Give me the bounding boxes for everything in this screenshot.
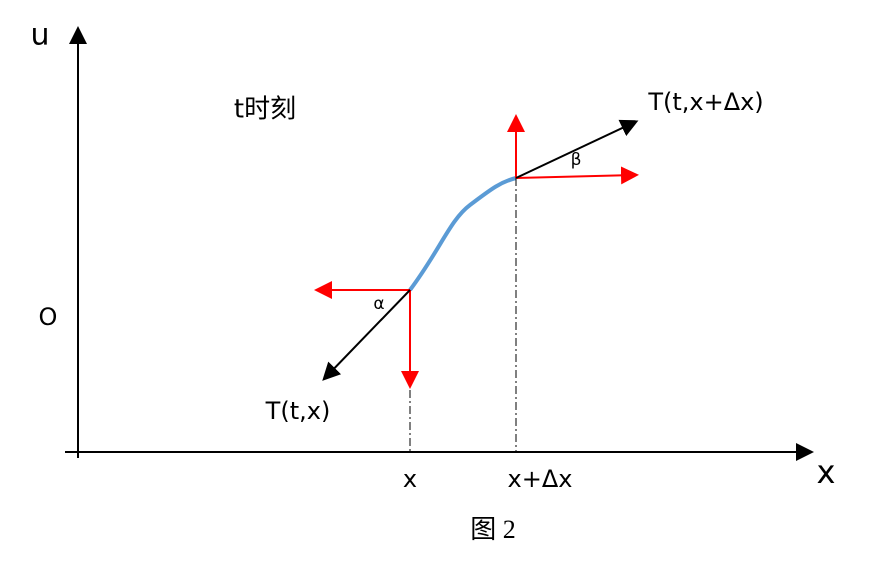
x-axis-label: x bbox=[817, 453, 836, 491]
time-label: t时刻 bbox=[234, 95, 296, 125]
tension-right bbox=[515, 119, 639, 179]
string-segment bbox=[408, 176, 517, 292]
forces-right bbox=[507, 114, 639, 185]
guide-lines bbox=[409, 178, 517, 452]
axes bbox=[65, 26, 814, 461]
beta-label: β bbox=[571, 150, 582, 170]
tension-left-label: T(t,x) bbox=[265, 397, 331, 425]
alpha-label: α bbox=[373, 294, 384, 314]
forces-left bbox=[314, 281, 419, 389]
tension-right-label: T(t,x+Δx) bbox=[647, 88, 763, 116]
x-point-label: x bbox=[403, 465, 417, 493]
caption: 图 2 bbox=[470, 515, 516, 544]
x-dx-label: x+Δx bbox=[508, 465, 573, 493]
origin-label: O bbox=[39, 303, 58, 331]
u-label: u bbox=[30, 18, 49, 53]
tension-left bbox=[322, 289, 411, 381]
force-right bbox=[515, 166, 639, 185]
